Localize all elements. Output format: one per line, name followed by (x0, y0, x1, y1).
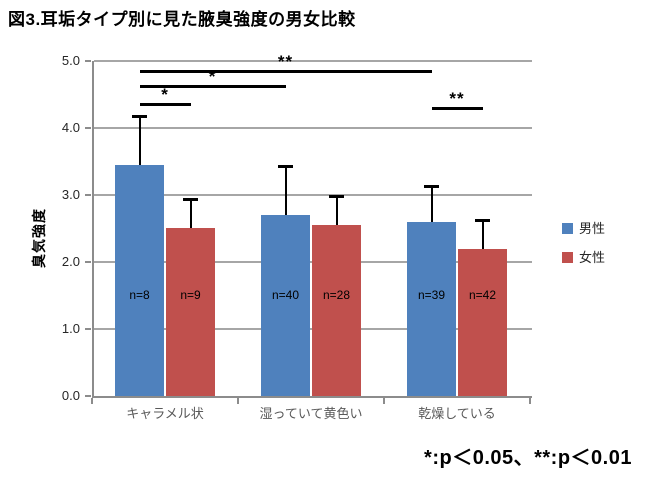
gridline (94, 194, 532, 196)
error-bar-line (189, 198, 192, 228)
y-tick-label: 1.0 (61, 321, 80, 336)
legend-label: 男性 (579, 221, 606, 236)
error-bar-line (284, 165, 287, 215)
bar-女性-2 (458, 249, 507, 396)
chart-title: 図3.耳垢タイプ別に見た腋臭強度の男女比較 (8, 10, 356, 29)
n-label: n=42 (468, 287, 497, 302)
y-tick-label: 2.0 (61, 254, 80, 269)
x-tick-mark (383, 398, 385, 404)
significance-bracket (431, 107, 483, 110)
bar-女性-0 (166, 228, 215, 396)
y-tick-label: 5.0 (61, 53, 80, 68)
error-bar-line (335, 195, 338, 225)
significance-bracket (139, 103, 191, 106)
n-label: n=8 (129, 287, 150, 302)
error-bar-line (481, 219, 484, 249)
significance-label: * (208, 67, 217, 86)
gridline (94, 127, 532, 129)
legend-swatch-icon (562, 223, 573, 234)
y-tick-mark (85, 60, 91, 62)
n-label: n=39 (417, 287, 446, 302)
x-category-label: 乾燥している (418, 406, 496, 421)
significance-bracket (139, 85, 286, 88)
error-bar-cap (183, 198, 198, 201)
n-label: n=28 (322, 287, 351, 302)
n-label: n=40 (271, 287, 300, 302)
y-tick-label: 3.0 (61, 187, 80, 202)
error-bar-cap (424, 185, 439, 188)
x-category-label: 湿っていて黄色い (259, 406, 363, 421)
error-bar-cap (278, 165, 293, 168)
n-label: n=9 (180, 287, 201, 302)
y-axis-title: 臭気強度 (31, 208, 47, 268)
legend-label: 女性 (579, 250, 606, 265)
significance-label: * (161, 85, 169, 104)
bar-男性-1 (261, 215, 310, 396)
error-bar-cap (475, 219, 490, 222)
error-bar-cap (329, 195, 344, 198)
y-tick-mark (85, 261, 91, 263)
error-bar-line (138, 115, 141, 165)
legend-swatch-icon (562, 252, 573, 263)
significance-label: ** (277, 52, 294, 71)
bar-女性-1 (312, 225, 361, 396)
significance-label: ** (449, 89, 465, 108)
y-tick-label: 0.0 (61, 388, 80, 403)
bar-男性-0 (115, 165, 164, 396)
error-bar-cap (132, 115, 147, 118)
error-bar-line (430, 185, 433, 222)
x-tick-mark (91, 398, 93, 404)
significance-footnote: *:p＜0.05、**:p＜0.01 (424, 447, 632, 469)
legend-item-男性: 男性 (562, 221, 622, 237)
x-tick-mark (237, 398, 239, 404)
significance-bracket (139, 70, 432, 73)
x-tick-mark (529, 398, 531, 404)
gridline (94, 60, 532, 62)
x-category-label: キャラメル状 (126, 406, 204, 421)
legend-item-女性: 女性 (562, 250, 622, 266)
y-tick-mark (85, 395, 91, 397)
y-tick-mark (85, 127, 91, 129)
bar-男性-2 (407, 222, 456, 396)
y-tick-mark (85, 328, 91, 330)
y-tick-label: 4.0 (61, 120, 80, 135)
y-tick-mark (85, 194, 91, 196)
